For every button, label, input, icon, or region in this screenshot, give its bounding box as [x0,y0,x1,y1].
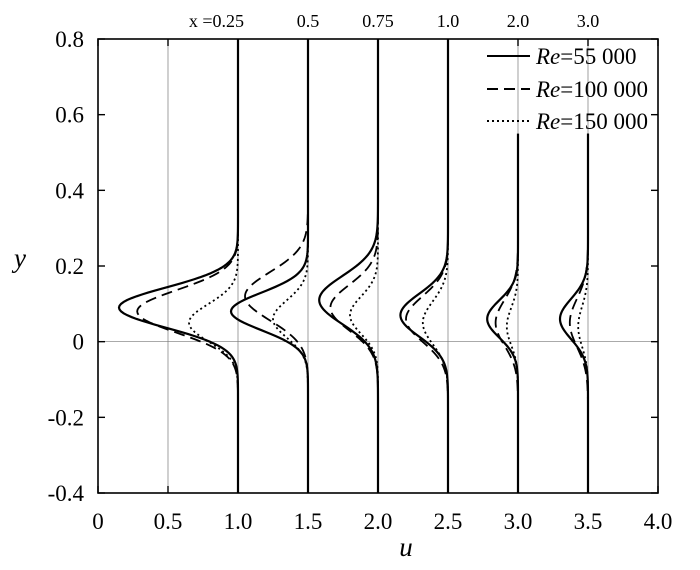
x-tick-label: 1.5 [294,509,323,534]
axis-ticks: 0 0.5 1.0 1.5 2.0 2.5 3.0 3.5 4.0 -0.4 -0.2 0 0.2 0.4… [48,27,673,534]
profile-curve-dotted [272,39,309,493]
profile-curve-dotted [421,39,449,493]
profile-curve-dotted [349,39,379,493]
station-label: 1.0 [437,11,460,31]
profile-curve-dotted [188,39,239,493]
x-tick-label: 0 [92,509,104,534]
profile-curve-dashed [405,39,449,493]
legend-label: Re=150 000 [535,109,648,134]
station-label: 3.0 [577,11,600,31]
legend-label: Re=55 000 [535,44,637,69]
y-tick-label: 0 [73,330,85,355]
y-tick-label: -0.4 [48,481,85,506]
profile-curve-dotted [505,133,519,493]
station-label: 0.5 [297,11,320,31]
station-label: 2.0 [507,11,530,31]
velocity-profile-curves [117,39,590,493]
profile-curve-solid [558,133,590,493]
y-tick-label: 0.8 [55,27,84,52]
x-axis-title: u [399,532,413,562]
y-tick-label: 0.4 [55,178,84,203]
profile-curve-solid [399,39,450,493]
x-tick-label: 2.5 [434,509,463,534]
x-tick-label: 3.0 [504,509,533,534]
profile-curve-solid [486,133,520,493]
x-tick-label: 2.0 [364,509,393,534]
profile-curve-dashed [329,39,379,493]
legend: Re=55 000 Re=100 000 Re=150 000 [487,44,648,134]
y-tick-label: 0.2 [55,254,84,279]
station-label: x =0.25 [189,11,244,31]
legend-label: Re=100 000 [535,77,648,102]
y-tick-label: -0.2 [48,405,84,430]
x-tick-label: 1.0 [224,509,253,534]
profile-curve-dashed [244,39,309,493]
y-tick-label: 0.6 [55,103,84,128]
y-axis-title: y [11,243,26,273]
x-tick-label: 0.5 [154,509,183,534]
profile-curve-solid [229,39,310,493]
profile-curve-dashed [568,133,589,493]
profile-curve-dotted [577,133,589,493]
station-labels: x =0.25 0.5 0.75 1.0 2.0 3.0 [189,11,599,31]
profile-curve-dashed [494,133,519,493]
x-tick-label: 3.5 [574,509,603,534]
station-label: 0.75 [362,11,394,31]
x-tick-label: 4.0 [644,509,673,534]
profile-curve-solid [117,39,240,493]
